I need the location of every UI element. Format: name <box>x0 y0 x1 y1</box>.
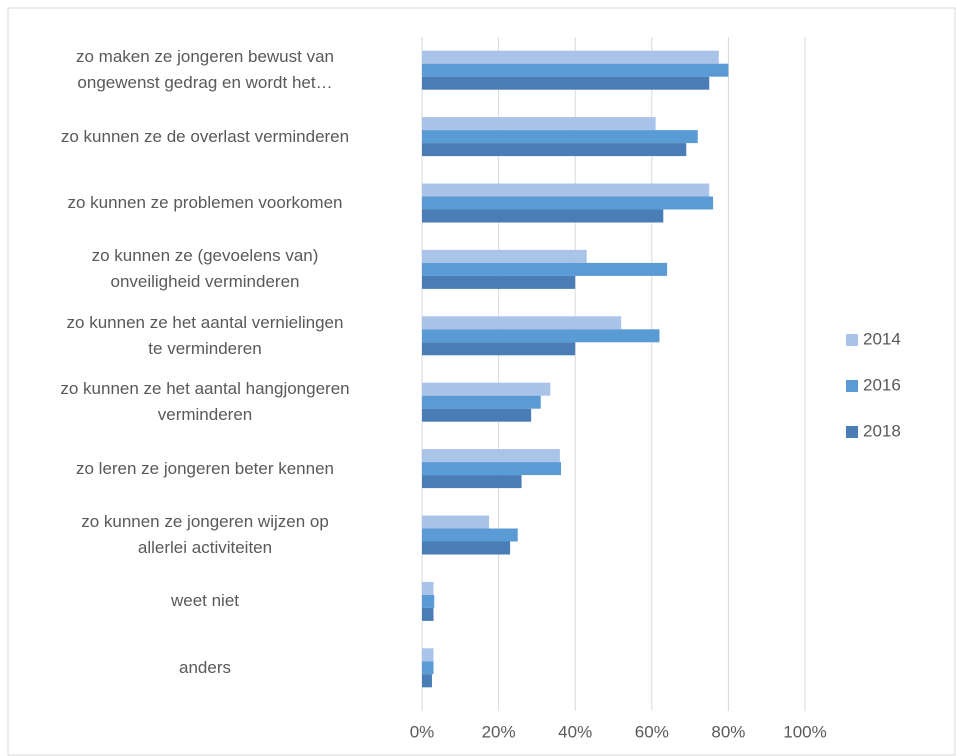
legend-swatch <box>846 380 858 392</box>
bar <box>422 661 434 675</box>
bar <box>422 342 576 356</box>
bar <box>422 183 710 197</box>
y-tick-label: zo leren ze jongeren beter kennen <box>75 458 334 478</box>
legend-label: 2016 <box>863 375 901 394</box>
bar <box>422 329 660 343</box>
bar <box>422 249 587 263</box>
bar <box>422 581 434 595</box>
bar <box>422 674 432 688</box>
bar <box>422 117 656 131</box>
bar <box>422 196 714 210</box>
bar <box>422 382 551 396</box>
bar <box>422 50 719 64</box>
y-tick-label: zo kunnen ze de overlast verminderen <box>60 126 350 146</box>
legend-swatch <box>846 334 858 346</box>
bar <box>422 63 729 77</box>
bar <box>422 449 560 463</box>
x-tick-label: 0% <box>410 722 435 741</box>
legend-swatch <box>846 426 858 438</box>
bar <box>422 475 522 489</box>
y-tick-label: anders <box>179 657 231 677</box>
y-tick-label: zo maken ze jongeren bewust van ongewens… <box>76 47 334 93</box>
bar <box>422 594 435 608</box>
x-tick-label: 80% <box>711 722 745 741</box>
y-tick-label: zo kunnen ze problemen voorkomen <box>67 193 343 212</box>
bar <box>422 462 562 476</box>
x-tick-label: 20% <box>482 722 516 741</box>
bar <box>422 408 532 422</box>
x-tick-label: 40% <box>558 722 592 741</box>
bar <box>422 316 622 330</box>
bar <box>422 528 518 542</box>
bar <box>422 143 687 157</box>
chart-frame <box>7 7 956 756</box>
y-tick-label: zo kunnen ze (gevoelens van) onveilighei… <box>91 246 319 292</box>
y-tick-label: zo kunnen ze het aantal hangjongeren ver… <box>60 379 350 425</box>
bar <box>422 209 664 223</box>
x-tick-label: 100% <box>783 722 826 741</box>
y-tick-label: weet niet <box>170 591 240 611</box>
legend-label: 2018 <box>863 421 901 440</box>
bar <box>422 130 698 144</box>
bar <box>422 607 434 621</box>
y-tick-label: zo kunnen ze jongeren wijzen op allerlei… <box>81 512 329 557</box>
bar <box>422 262 668 276</box>
bar <box>422 541 511 555</box>
bar <box>422 275 576 289</box>
bar <box>422 76 710 90</box>
x-tick-label: 60% <box>635 722 669 741</box>
bar <box>422 395 541 409</box>
legend-label: 2014 <box>863 329 901 348</box>
y-tick-label: zo kunnen ze het aantal vernielingen te … <box>66 312 344 358</box>
bar <box>422 515 490 529</box>
bar <box>422 648 434 662</box>
